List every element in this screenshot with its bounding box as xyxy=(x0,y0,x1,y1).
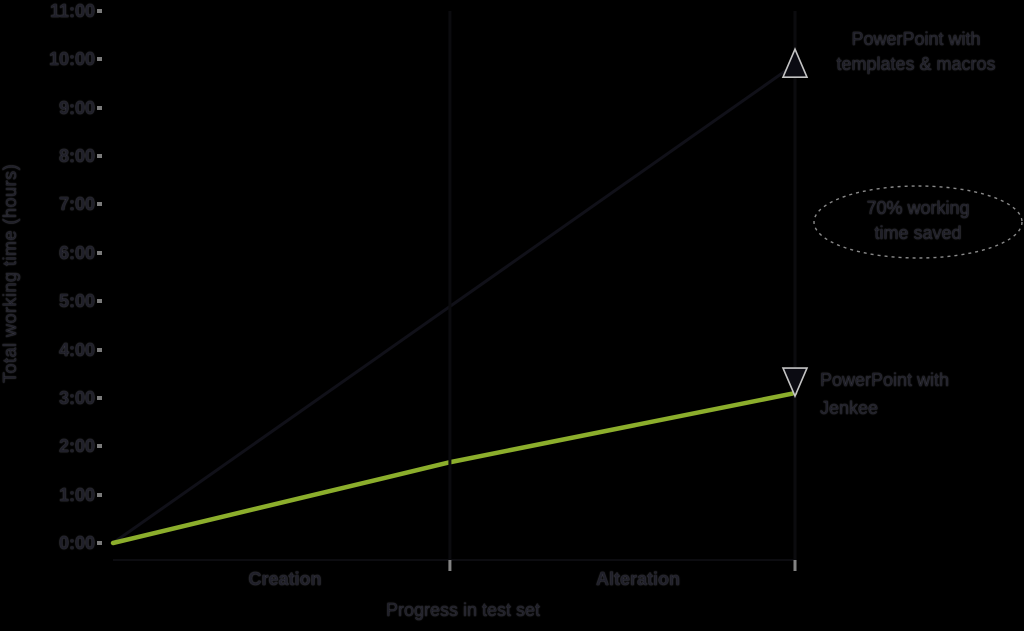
y-tick-label: 7:00 xyxy=(58,194,95,215)
y-tick-label: 0:00 xyxy=(58,533,95,553)
y-tick-mark xyxy=(97,347,102,352)
annotation-templates-macros-line2: templates & macros xyxy=(836,54,996,74)
y-tick-label: 6:00 xyxy=(58,242,95,263)
y-tick-mark xyxy=(97,105,102,110)
y-tick-mark xyxy=(97,9,102,13)
y-tick-label: 8:00 xyxy=(58,146,95,167)
y-tick-label: 11:00 xyxy=(49,1,95,21)
y-tick-mark xyxy=(97,444,102,449)
y-tick-label: 5:00 xyxy=(58,291,95,312)
y-tick-mark xyxy=(97,492,102,497)
annotation-savings: 70% working time saved xyxy=(813,196,1023,246)
y-tick-label: 10:00 xyxy=(48,49,95,70)
y-tick-mark xyxy=(97,202,102,207)
annotation-savings-line1: 70% working xyxy=(866,198,970,218)
y-tick-label: 9:00 xyxy=(58,97,95,118)
annotation-tool: PowerPoint with Jenkee xyxy=(820,366,1020,422)
y-tick-label: 3:00 xyxy=(58,387,95,408)
y-tick-mark xyxy=(97,395,102,400)
series-line-0 xyxy=(111,62,797,545)
annotation-templates-macros-line1: PowerPoint with xyxy=(851,29,981,49)
annotation-templates-macros: PowerPoint with templates & macros xyxy=(808,27,1024,77)
annotation-tool-line1: PowerPoint with xyxy=(820,370,950,390)
annotation-savings-line2: time saved xyxy=(874,223,962,243)
triangle-down-marker xyxy=(781,367,809,399)
savings-ellipse xyxy=(813,185,1023,259)
annotation-tool-line2: Jenkee xyxy=(820,398,879,418)
x-axis-label-alteration: Alteration xyxy=(595,569,680,589)
series-line-1 xyxy=(110,390,798,546)
x-tick-mark-1 xyxy=(793,560,797,571)
y-tick-mark xyxy=(97,541,102,545)
y-tick-label: 1:00 xyxy=(58,484,95,505)
y-tick-label: 2:00 xyxy=(58,436,95,457)
x-tick-mark-0 xyxy=(448,560,452,571)
y-tick-label: 4:00 xyxy=(58,339,95,360)
x-axis-label-creation: Creation xyxy=(248,569,322,589)
triangle-up-marker xyxy=(781,47,809,78)
y-tick-mark xyxy=(97,57,102,62)
x-axis-title: Progress in test set xyxy=(385,600,541,620)
y-tick-mark xyxy=(97,154,102,159)
y-tick-mark xyxy=(97,299,102,304)
y-tick-mark xyxy=(97,250,102,255)
